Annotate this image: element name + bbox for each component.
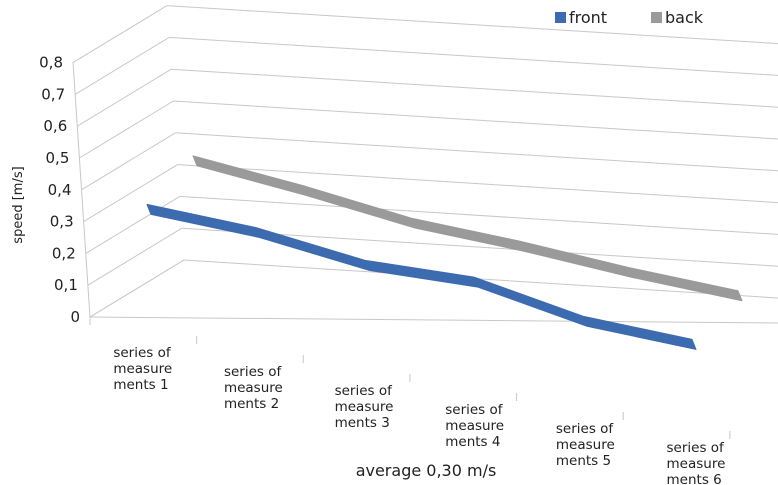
x-category-label: series of measure ments 4 [445,402,504,450]
x-category-label: series of measure ments 2 [224,364,283,412]
x-category-labels: series of measure ments 1 series of measure m… [89,317,731,485]
x-category-label: series of measure ments 1 [113,345,172,393]
grid-left-7 [74,36,170,95]
y-tick-labels: 0 0,1 0,2 0,3 0,4 0,5 0,6 0,7 0,8 [39,54,80,326]
grid-back-7 [169,36,778,76]
grid-left-5 [79,100,174,159]
y-tick-label: 0,1 [54,276,78,294]
grid-left-1 [87,227,183,286]
ribbon-back [192,155,743,302]
legend: front back [555,8,704,27]
y-tick-label: 0,2 [52,244,76,262]
grid-left-2 [85,195,181,254]
grid-left-4 [81,132,176,191]
floor-front-edge [89,316,778,324]
ribbon-front [146,203,697,350]
grid-back-3 [177,164,778,204]
y-tick-label: 0,4 [48,181,72,199]
grid-back-4 [175,132,778,172]
grid-left-8 [72,5,168,64]
y-axis-label: speed [m/s] [11,166,26,243]
x-category-label: series of measure ments 6 [667,440,726,485]
grid-left-0 [89,259,185,318]
grid-back-6 [171,68,778,108]
x-category-label: series of measure ments 3 [335,383,394,431]
legend-swatch-front [555,12,566,23]
grid-back-8 [166,5,778,45]
y-tick-label: 0,6 [43,117,67,135]
grid-back-1 [181,227,778,267]
legend-label-back: back [665,8,704,27]
y-tick-label: 0,3 [50,213,74,231]
grid-back-0 [183,259,778,299]
x-axis-title: average 0,30 m/s [356,461,497,480]
y-tick-label: 0,8 [39,54,63,72]
legend-label-front: front [569,8,607,27]
grid-back-2 [179,195,778,235]
grid-back-5 [173,100,778,140]
x-category-label: series of measure ments 5 [556,421,615,469]
y-tick-label: 0,7 [41,85,65,103]
gridlines [72,5,778,318]
legend-swatch-back [651,12,662,23]
grid-left-6 [76,68,172,127]
y-tick-label: 0,5 [46,149,70,167]
series-ribbons [146,155,743,350]
y-tick-label: 0 [70,308,80,326]
grid-left-3 [83,164,178,223]
